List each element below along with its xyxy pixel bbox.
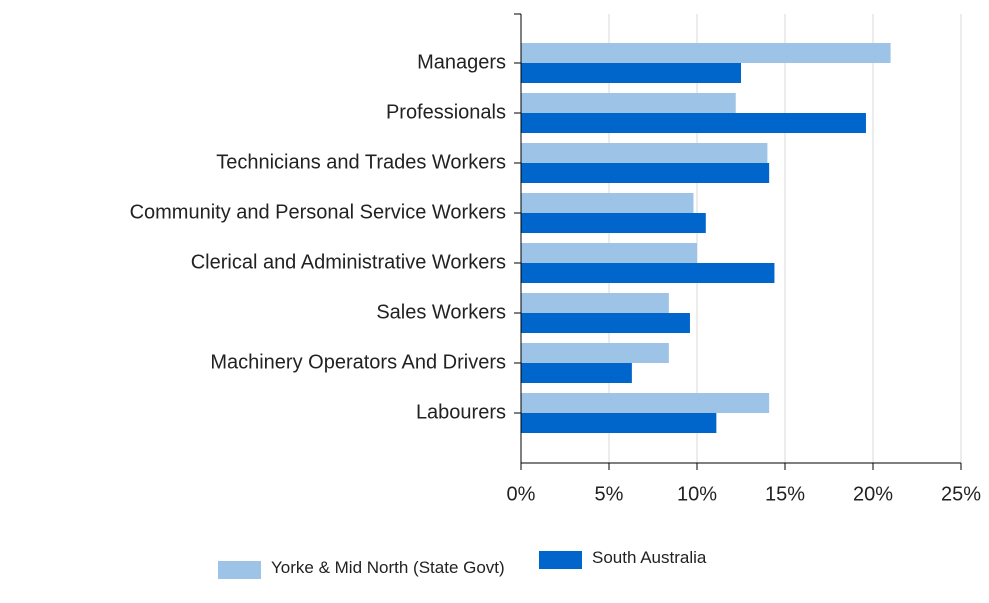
bar (521, 363, 632, 383)
x-tick-label: 15% (765, 483, 805, 505)
legend: Yorke & Mid North (State Govt) South Aust… (218, 548, 810, 579)
x-tick-label: 0% (507, 483, 536, 505)
bar (521, 263, 775, 283)
legend-label: Yorke & Mid North (State Govt) (271, 558, 505, 577)
bar (521, 413, 717, 433)
bar (521, 213, 706, 233)
y-tick-label: Technicians and Trades Workers (216, 151, 506, 173)
bar (521, 163, 770, 183)
x-tick-label: 20% (853, 483, 893, 505)
legend-label: South Australia (592, 548, 707, 567)
bar (521, 93, 736, 113)
bar (521, 193, 694, 213)
legend-swatch (218, 561, 261, 579)
y-tick-label: Managers (417, 51, 506, 73)
bar (521, 243, 697, 263)
x-tick-label: 5% (595, 483, 624, 505)
y-tick-label: Labourers (416, 401, 506, 423)
bar (521, 113, 866, 133)
bar (521, 143, 768, 163)
bar (521, 393, 770, 413)
x-tick-label: 25% (941, 483, 981, 505)
legend-item: South Australia (539, 548, 792, 579)
y-tick-label: Machinery Operators And Drivers (210, 351, 506, 373)
y-tick-label: Community and Personal Service Workers (130, 201, 506, 223)
bar (521, 313, 690, 333)
chart: 0% 5% 10% 15% 20% 25% Managers Professionals Tec… (130, 13, 981, 505)
bar (521, 343, 669, 363)
legend-swatch (539, 551, 582, 569)
x-tick-label: 10% (677, 483, 717, 505)
y-tick-label: Professionals (386, 101, 506, 123)
bar (521, 293, 669, 313)
y-tick-label: Clerical and Administrative Workers (191, 251, 506, 273)
y-tick-label: Sales Workers (376, 301, 506, 323)
bar (521, 43, 891, 63)
legend-item: Yorke & Mid North (State Govt) (218, 558, 521, 579)
bar (521, 63, 741, 83)
